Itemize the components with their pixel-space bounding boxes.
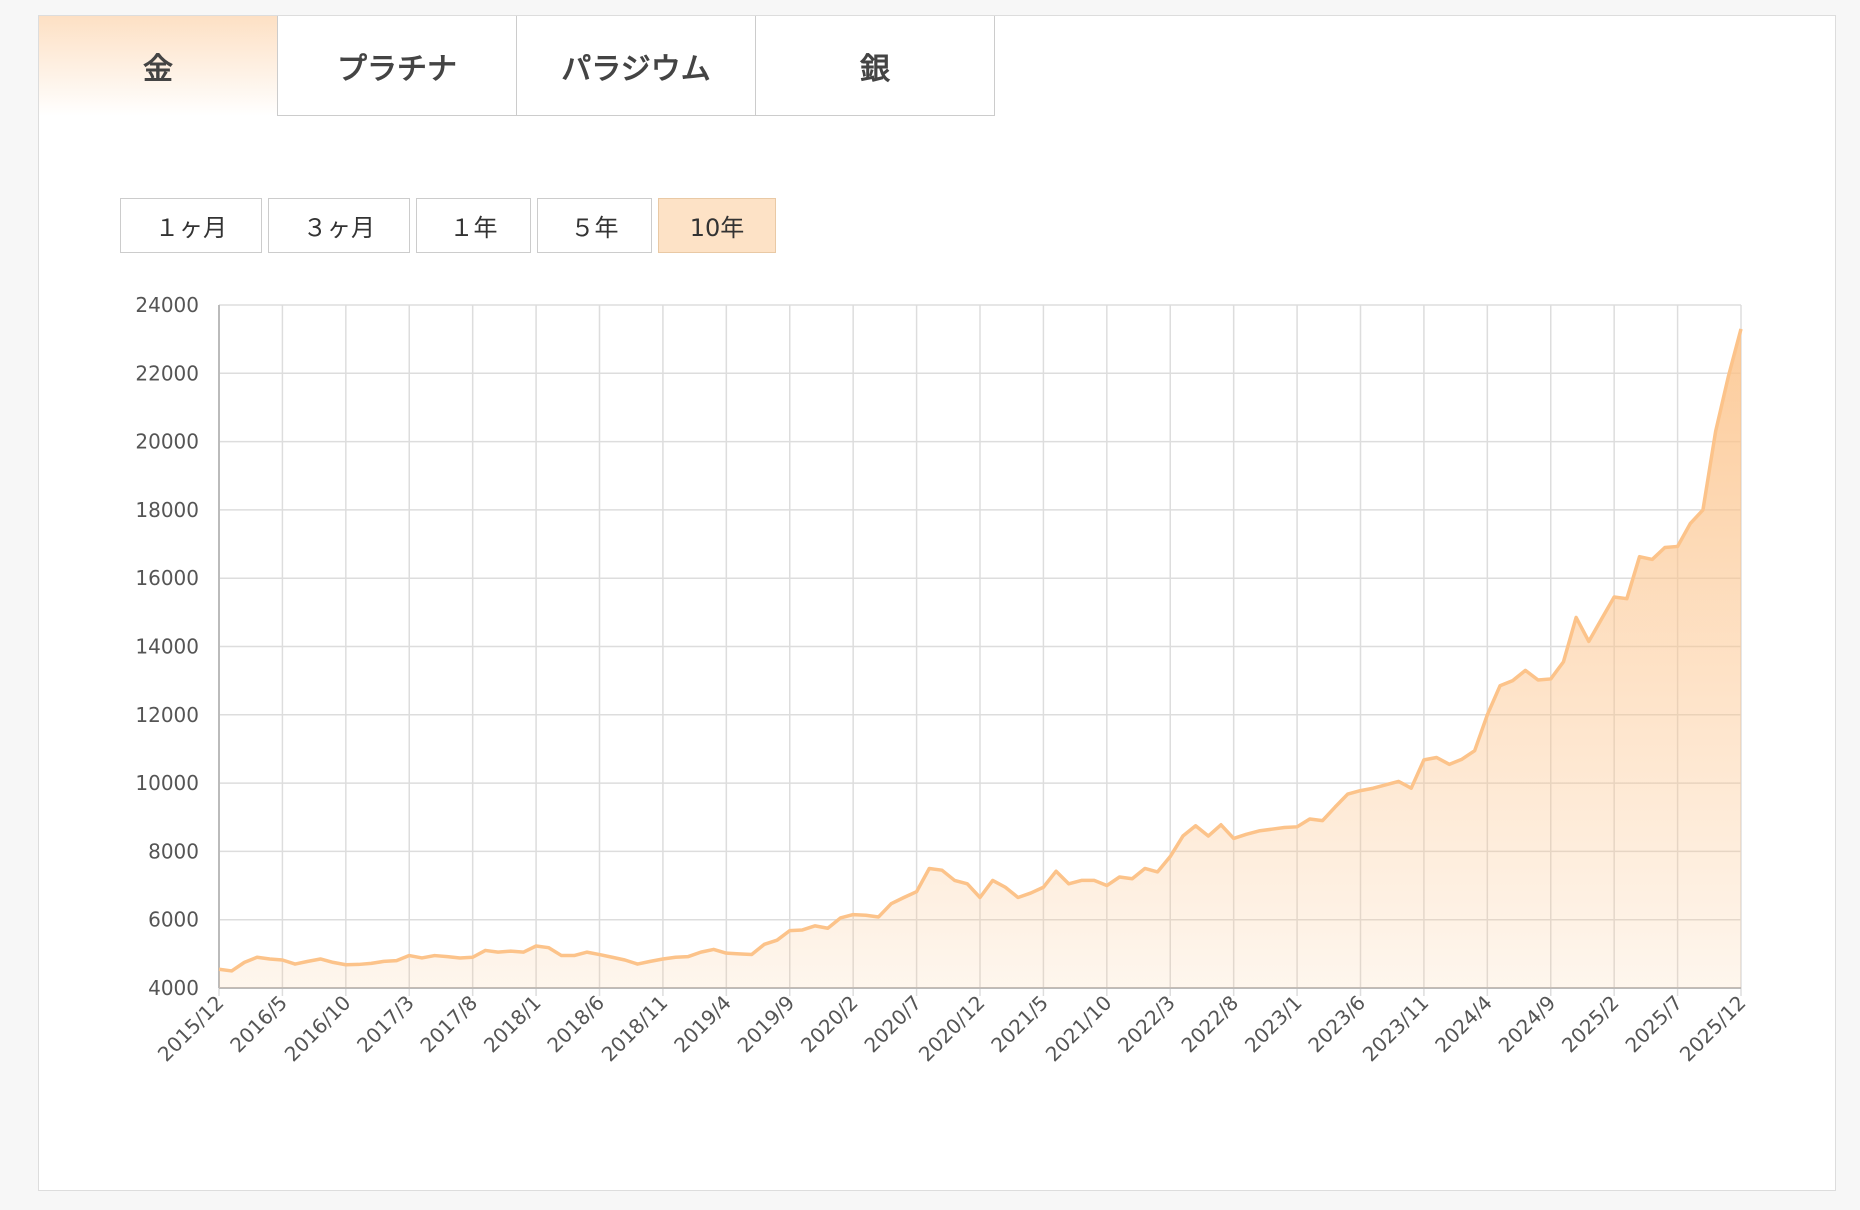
x-tick-label: 2017/8 xyxy=(415,991,482,1058)
x-tick-label: 2023/11 xyxy=(1358,991,1434,1067)
x-tick-label: 2021/10 xyxy=(1041,991,1117,1067)
panel: 金 プラチナ パラジウム 銀 １ヶ月 ３ヶ月 １年 ５年 10年 xyxy=(38,15,1836,1191)
period-button[interactable]: 10年 xyxy=(658,198,776,253)
x-tick-label: 2022/3 xyxy=(1113,991,1180,1058)
x-tick-label: 2020/2 xyxy=(796,991,863,1058)
x-tick-label: 2023/1 xyxy=(1240,991,1307,1058)
tab[interactable]: プラチナ xyxy=(278,16,517,116)
x-tick-label: 2025/2 xyxy=(1557,991,1624,1058)
y-tick-label: 12000 xyxy=(135,703,199,727)
y-tick-label: 18000 xyxy=(135,498,199,522)
line xyxy=(218,328,1743,973)
x-tick-label: 2017/3 xyxy=(352,991,419,1058)
y-tick-label: 8000 xyxy=(148,839,199,863)
x-tick-label: 2020/12 xyxy=(914,991,990,1067)
period-button[interactable]: １年 xyxy=(416,198,531,253)
x-tick-label: 2022/8 xyxy=(1176,991,1243,1058)
y-tick-label: 16000 xyxy=(135,566,199,590)
x-tick-label: 2018/1 xyxy=(479,991,546,1058)
y-tick-label: 6000 xyxy=(148,908,199,932)
x-tick-label: 2024/9 xyxy=(1494,991,1561,1058)
x-tick-label: 2019/4 xyxy=(669,991,736,1058)
x-tick-label: 2024/4 xyxy=(1430,991,1497,1058)
tab[interactable]: パラジウム xyxy=(517,16,756,116)
y-tick-label: 10000 xyxy=(135,771,199,795)
x-tick-label: 2019/9 xyxy=(733,991,800,1058)
x-tick-label: 2025/12 xyxy=(1675,991,1751,1067)
y-tick-label: 4000 xyxy=(148,976,199,1000)
period-button[interactable]: ５年 xyxy=(537,198,652,253)
x-tick-label: 2016/10 xyxy=(280,991,356,1067)
area xyxy=(219,328,1741,988)
tab[interactable]: 銀 xyxy=(756,16,995,116)
tab[interactable]: 金 xyxy=(39,16,278,116)
period-button[interactable]: １ヶ月 xyxy=(120,198,262,253)
y-tick-label: 20000 xyxy=(135,430,199,454)
y-tick-label: 22000 xyxy=(135,361,199,385)
x-tick-label: 2018/11 xyxy=(597,991,673,1067)
x-tick-label: 2015/12 xyxy=(153,991,229,1067)
y-tick-label: 24000 xyxy=(135,293,199,317)
y-tick-label: 14000 xyxy=(135,635,199,659)
period-button[interactable]: ３ヶ月 xyxy=(268,198,410,253)
